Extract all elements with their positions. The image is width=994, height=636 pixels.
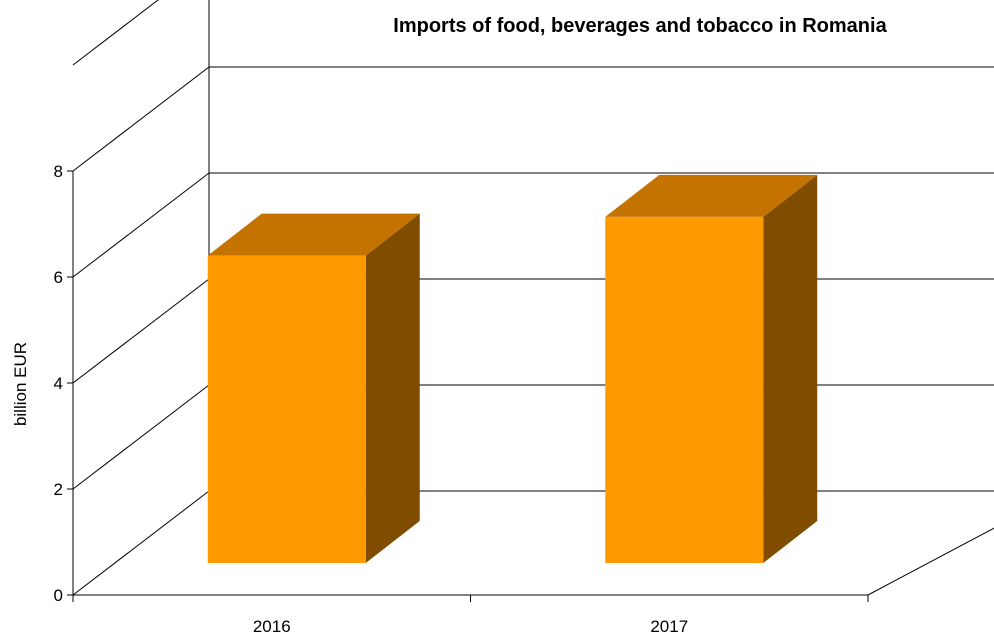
y-tick-label: 0 — [54, 586, 63, 605]
side-gridline — [72, 172, 210, 278]
bar-top-face — [605, 174, 818, 217]
bar-top-face — [207, 213, 420, 256]
y-tick-label: 4 — [54, 374, 63, 393]
side-gridline — [72, 66, 210, 172]
bar-side-face — [763, 174, 818, 563]
bar-2016 — [207, 213, 420, 563]
bars — [207, 174, 818, 563]
x-tick-label: 2016 — [253, 617, 291, 636]
side-gridline — [72, 278, 210, 384]
side-wall-gridlines — [72, 0, 210, 596]
floor-right-edge — [867, 527, 994, 596]
chart-title: Imports of food, beverages and tobacco i… — [393, 15, 887, 37]
y-tick-label: 6 — [54, 268, 63, 287]
x-tick-label: 2017 — [650, 617, 688, 636]
bar-side-face — [365, 213, 420, 563]
bar-front-face — [207, 255, 366, 563]
y-axis-label: billion EUR — [11, 342, 30, 426]
tick-labels: 0 2 4 6 8 2016 2017 — [54, 162, 869, 636]
bar-front-face — [605, 216, 764, 563]
side-gridline — [72, 384, 210, 490]
side-gridline — [72, 0, 159, 66]
y-tick-label: 2 — [54, 480, 63, 499]
bar-2017 — [605, 174, 818, 563]
y-tick-label: 8 — [54, 162, 63, 181]
side-gridline — [72, 490, 210, 596]
